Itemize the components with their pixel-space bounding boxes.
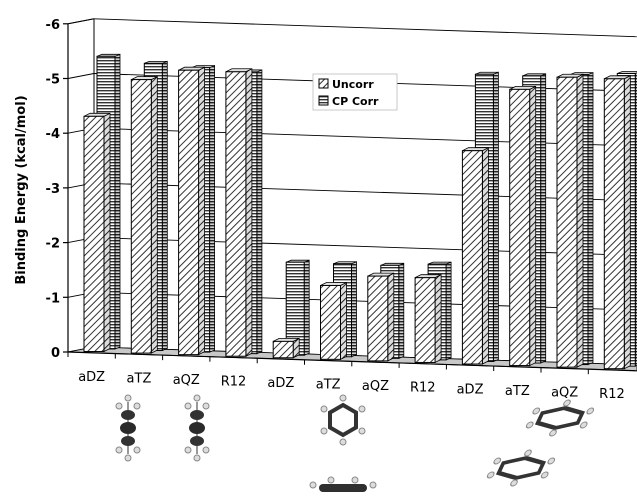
t-shaped-benzene-dimer-image bbox=[309, 394, 377, 492]
gridline bbox=[93, 237, 637, 256]
gridline bbox=[93, 127, 637, 147]
y-tick-label: -1 bbox=[46, 291, 60, 306]
x-category-label: aTZ bbox=[127, 371, 152, 386]
x-category-label: aDZ bbox=[78, 370, 105, 385]
parallel-benzene-dimer-image bbox=[115, 394, 210, 462]
bar-uncorr bbox=[130, 75, 158, 354]
y-tick-label: -6 bbox=[46, 18, 60, 33]
bar-uncorr bbox=[320, 281, 347, 360]
x-category-label: aQZ bbox=[173, 373, 200, 388]
gridline-depth bbox=[67, 18, 95, 25]
x-category-label: aDZ bbox=[267, 376, 294, 391]
y-tick-label: -4 bbox=[46, 127, 60, 142]
y-axis-ticks: 0 -1 -2 -3 -4 -5 -6 bbox=[46, 18, 68, 361]
legend-swatch-cp-corr bbox=[318, 95, 329, 106]
bar-uncorr bbox=[83, 112, 111, 353]
bar-uncorr bbox=[178, 66, 206, 356]
x-category-label: R12 bbox=[599, 387, 625, 402]
x-category-label: R12 bbox=[410, 381, 436, 396]
slipped-benzene-dimer-image bbox=[486, 399, 595, 487]
x-category-label: aQZ bbox=[362, 379, 389, 394]
bar-uncorr bbox=[367, 272, 395, 362]
gridline-depth bbox=[67, 73, 95, 79]
bars bbox=[83, 53, 637, 370]
gridline bbox=[93, 291, 637, 311]
x-axis-categories: aDZ aTZ aQZ R12 aDZ aTZ aQZ R12 aDZ aTZ aQZ R12 bbox=[67, 352, 625, 402]
legend-label-cp-corr: CP Corr bbox=[332, 95, 379, 108]
x-category-label: R12 bbox=[221, 374, 247, 389]
x-category-label: aDZ bbox=[457, 382, 484, 397]
x-category-label: aTZ bbox=[505, 384, 530, 399]
legend-label-uncorr: Uncorr bbox=[332, 78, 374, 91]
bar-uncorr bbox=[414, 274, 442, 364]
x-category-label: aQZ bbox=[551, 385, 578, 400]
y-tick-label: -3 bbox=[46, 182, 60, 197]
y-tick-label: -2 bbox=[46, 237, 60, 252]
bar-uncorr bbox=[509, 85, 537, 367]
x-category-label: aTZ bbox=[316, 378, 341, 393]
bar-uncorr bbox=[461, 147, 489, 365]
gridline bbox=[93, 18, 637, 38]
bar-uncorr bbox=[272, 337, 300, 359]
bar-uncorr bbox=[556, 73, 584, 368]
gridline bbox=[93, 182, 637, 202]
bar-uncorr bbox=[225, 68, 253, 357]
legend-swatch-uncorr bbox=[318, 78, 329, 89]
y-axis-title: Binding Energy (kcal/mol) bbox=[14, 95, 29, 284]
legend: Uncorr CP Corr bbox=[312, 73, 398, 111]
y-tick-label: 0 bbox=[51, 346, 60, 361]
bar-uncorr bbox=[603, 75, 631, 370]
y-tick-label: -5 bbox=[46, 73, 60, 88]
molecule-images bbox=[115, 394, 595, 492]
